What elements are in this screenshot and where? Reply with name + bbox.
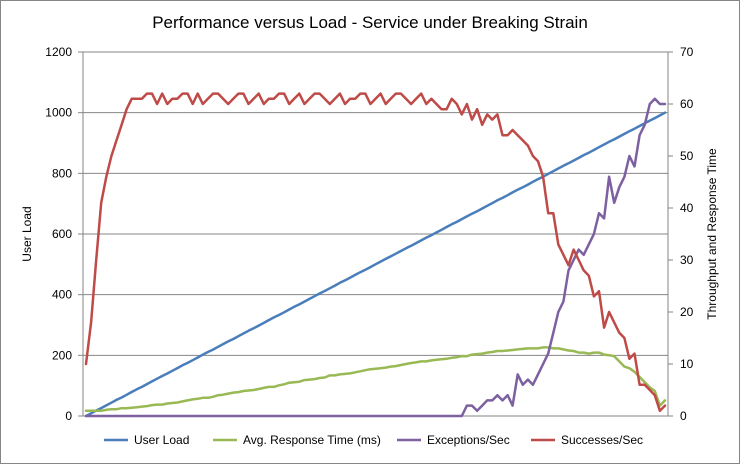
legend: User Load Avg. Response Time (ms) Exceptio… — [104, 433, 643, 447]
left-axis-ticks: 0 200 400 600 800 1000 1200 — [45, 45, 83, 423]
series-line-avg-response-time-ms — [84, 346, 667, 413]
series-line-user-load — [84, 111, 667, 418]
right-tick-label: 10 — [680, 357, 694, 371]
left-axis-label: User Load — [20, 206, 34, 261]
legend-label-exceptions-sec: Exceptions/Sec — [427, 433, 510, 447]
right-tick-label: 30 — [680, 253, 694, 267]
right-tick-label: 60 — [680, 97, 694, 111]
right-tick-label: 50 — [680, 149, 694, 163]
left-tick-label: 1000 — [45, 106, 72, 120]
right-tick-label: 40 — [680, 201, 694, 215]
series-line-exceptions-sec — [84, 97, 667, 418]
series-line-successes-sec — [84, 92, 667, 413]
right-axis-ticks: 0 10 20 30 40 50 60 70 — [668, 45, 694, 423]
left-tick-label: 1200 — [45, 45, 72, 59]
right-tick-label: 20 — [680, 305, 694, 319]
right-tick-label: 0 — [680, 409, 687, 423]
left-tick-label: 400 — [52, 288, 72, 302]
legend-label-user-load: User Load — [134, 433, 189, 447]
left-tick-label: 0 — [65, 409, 72, 423]
series-layer — [84, 92, 667, 418]
legend-label-avg-response-time-ms: Avg. Response Time (ms) — [243, 433, 381, 447]
legend-label-successes-sec: Successes/Sec — [561, 433, 643, 447]
left-tick-label: 800 — [52, 166, 72, 180]
left-tick-label: 200 — [52, 348, 72, 362]
right-tick-label: 70 — [680, 45, 694, 59]
left-tick-label: 600 — [52, 227, 72, 241]
chart-title: Performance versus Load - Service under … — [152, 13, 588, 32]
right-axis-label: Throughput and Response Time — [705, 148, 719, 320]
